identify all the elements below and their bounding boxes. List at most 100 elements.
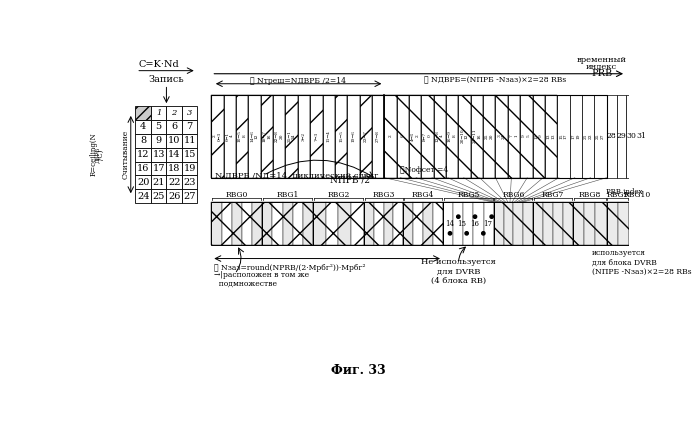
Bar (473, 202, 484, 245)
Bar (484, 202, 493, 245)
Bar (493, 202, 503, 245)
Bar (584, 202, 596, 245)
Bar (166, 162, 182, 176)
Bar (182, 189, 197, 203)
Bar (459, 95, 470, 178)
Bar (151, 120, 166, 134)
Bar (572, 202, 584, 245)
Bar (359, 95, 372, 178)
Text: 13: 13 (152, 150, 165, 159)
Bar (151, 134, 166, 148)
Bar (374, 202, 384, 245)
Bar (618, 202, 629, 245)
Bar (313, 202, 363, 245)
Bar (136, 162, 151, 176)
Bar (409, 95, 421, 178)
Text: Фиг. 33: Фиг. 33 (331, 364, 386, 377)
Bar (470, 95, 483, 178)
Bar (310, 95, 322, 178)
Text: 24: 24 (137, 192, 150, 201)
Bar (493, 202, 533, 245)
Text: 19: 19 (183, 164, 196, 173)
Bar (231, 202, 242, 245)
Bar (303, 202, 313, 245)
Text: 4→6
2: 4→6 2 (411, 132, 419, 141)
Text: 21
23: 21 23 (584, 133, 592, 139)
Text: 7: 7 (187, 122, 193, 131)
Bar (570, 95, 582, 178)
Text: ДВРБ: ДВРБ (95, 146, 100, 163)
Bar (372, 95, 384, 178)
Bar (298, 95, 310, 178)
Bar (421, 95, 433, 178)
Text: 9
5: 9 5 (522, 135, 531, 138)
Bar (151, 176, 166, 189)
Bar (413, 202, 423, 245)
Bar (394, 202, 403, 245)
Bar (248, 95, 261, 178)
Bar (594, 95, 607, 178)
Bar (459, 95, 470, 178)
Text: RBG6: RBG6 (503, 191, 525, 199)
Bar (322, 95, 335, 178)
Text: RBG1: RBG1 (276, 191, 298, 199)
Text: 15→5: 15→5 (339, 130, 343, 142)
Bar (496, 95, 507, 178)
Bar (409, 95, 421, 178)
Text: 18: 18 (168, 164, 180, 173)
Bar (520, 95, 533, 178)
Text: индекс: индекс (586, 63, 617, 71)
Bar (182, 106, 197, 120)
Bar (313, 202, 326, 245)
Bar (166, 176, 182, 189)
Bar (211, 95, 224, 178)
Bar (222, 202, 231, 245)
Bar (285, 95, 298, 178)
Bar (507, 95, 520, 178)
Bar (533, 95, 545, 178)
Text: 27→8: 27→8 (376, 130, 380, 142)
Text: 3→2: 3→2 (302, 132, 306, 141)
Text: 8: 8 (140, 136, 146, 145)
Bar (252, 202, 262, 245)
Text: 7→3: 7→3 (315, 132, 318, 141)
Bar (629, 202, 646, 245)
Text: 16: 16 (137, 164, 150, 173)
Bar (166, 148, 182, 162)
Bar (359, 95, 372, 178)
Bar (335, 95, 347, 178)
Bar (514, 202, 524, 245)
Bar (363, 202, 374, 245)
Bar (338, 202, 351, 245)
Text: 20→10
12: 20→10 12 (460, 129, 469, 143)
Bar (166, 120, 182, 134)
Text: /C): /C) (97, 149, 106, 160)
Bar (423, 202, 433, 245)
Bar (421, 95, 433, 178)
Bar (166, 134, 182, 148)
Text: 21: 21 (152, 178, 165, 187)
Text: 8→7
0: 8→7 0 (423, 132, 432, 141)
Text: 15: 15 (183, 150, 196, 159)
Bar (273, 95, 285, 178)
Bar (533, 202, 572, 245)
Bar (261, 95, 273, 178)
Text: 3: 3 (187, 109, 192, 117)
Text: 6: 6 (401, 135, 405, 138)
Text: 11→4: 11→4 (326, 130, 331, 142)
Bar (563, 202, 572, 245)
Bar (403, 202, 443, 245)
Bar (136, 148, 151, 162)
Bar (182, 162, 197, 176)
Text: 14: 14 (445, 219, 454, 227)
Bar (607, 95, 617, 178)
Text: 29: 29 (617, 132, 626, 140)
Text: Не используется
для DVRB
(4 блока RB): Не используется для DVRB (4 блока RB) (421, 258, 496, 285)
Bar (496, 95, 507, 178)
Text: 10: 10 (168, 136, 180, 145)
Text: 17
19: 17 19 (572, 133, 580, 139)
Text: RBG4: RBG4 (412, 191, 434, 199)
Text: 3
24: 3 24 (497, 133, 506, 139)
Text: 25: 25 (152, 192, 165, 201)
Bar (351, 202, 363, 245)
